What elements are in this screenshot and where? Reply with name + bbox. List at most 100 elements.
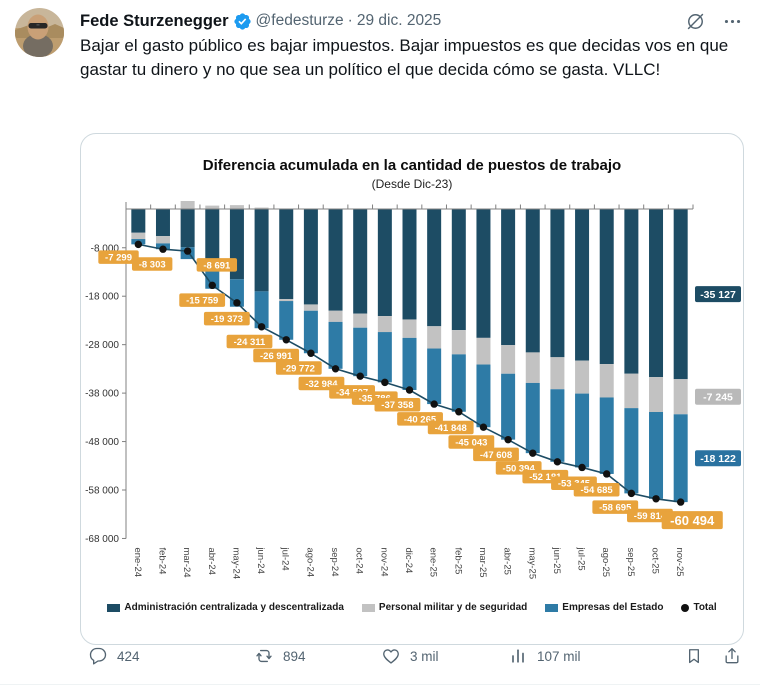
avatar-photo: [15, 8, 64, 57]
bar-segment: [599, 364, 614, 398]
x-tick-label: mar-24: [181, 547, 192, 577]
x-tick-label: sep-24: [329, 547, 340, 576]
like-count: 3 mil: [410, 648, 439, 664]
bar-segment: [501, 373, 516, 440]
legend-item: Administración centralizada y descentral…: [107, 602, 344, 613]
total-value-text: -32 984: [305, 379, 338, 390]
bar-segment: [205, 205, 220, 209]
x-tick-label: mar-25: [477, 547, 488, 577]
x-tick-label: oct-25: [650, 547, 661, 573]
bar-segment: [451, 330, 466, 355]
bar-segment: [525, 209, 540, 353]
x-tick-label: nov-24: [378, 547, 389, 576]
total-dot: [208, 281, 216, 290]
legend-item-total: Total: [681, 602, 717, 613]
like-button[interactable]: 3 mil: [381, 646, 439, 666]
bar-segment: [155, 209, 170, 237]
segment-end-text: -35 127: [700, 289, 736, 301]
total-value-text: -24 311: [234, 337, 266, 348]
total-dot: [676, 498, 685, 506]
total-value-label: [196, 258, 238, 272]
bar-segment: [550, 389, 565, 462]
total-value-label: [448, 435, 495, 449]
x-tick-label: jun-24: [255, 546, 266, 573]
x-tick-label: ene-25: [428, 547, 439, 577]
bar-segment: [476, 364, 491, 428]
chart-legend: Administración centralizada y descentral…: [81, 602, 743, 613]
total-dot: [307, 349, 315, 357]
total-value-label: [98, 250, 139, 264]
bookmark-icon: [689, 649, 699, 664]
total-dot: [627, 489, 636, 498]
date-separator: ·: [347, 12, 353, 29]
share-icon: [725, 648, 739, 664]
share-button[interactable]: [722, 646, 742, 666]
bar-segment: [575, 209, 590, 361]
total-value-label: [226, 334, 273, 349]
x-tick-label: nov-25: [674, 547, 685, 576]
bar-segment: [575, 360, 590, 394]
bar-segment: [550, 357, 565, 390]
bar-segment: [501, 345, 516, 374]
bar-segment: [575, 393, 590, 468]
total-value-text: -58 695: [599, 503, 632, 514]
views-button[interactable]: 107 mil: [508, 646, 581, 666]
total-value-text: -29 772: [283, 363, 315, 374]
repost-button[interactable]: 894: [254, 646, 306, 666]
segment-end-label: [695, 388, 741, 405]
x-tick-label: ago-24: [304, 547, 315, 577]
view-count: 107 mil: [537, 648, 581, 664]
bar-segment: [525, 382, 540, 454]
author-handle[interactable]: @fedesturze: [255, 12, 344, 29]
total-value-label: [253, 348, 300, 363]
total-value-label: [427, 420, 474, 435]
total-dot: [578, 463, 586, 472]
like-icon: [383, 649, 399, 664]
more-icon[interactable]: [723, 12, 742, 31]
total-value-text: -41 848: [435, 423, 467, 434]
chart-subtitle: (Desde Dic-23): [371, 177, 453, 191]
bar-segment: [550, 209, 565, 358]
x-tick-label: ago-25: [600, 547, 611, 577]
y-tick-label: -8 000: [91, 243, 120, 254]
chart-card[interactable]: Diferencia acumulada en la cantidad de p…: [80, 133, 744, 645]
total-value-text: -50 394: [503, 463, 536, 474]
total-dot: [331, 365, 340, 373]
views-icon: [512, 649, 524, 663]
bar-segment: [624, 408, 639, 494]
total-value-text: -26 991: [260, 351, 293, 362]
total-dot: [455, 408, 463, 416]
bar-segment: [427, 348, 442, 405]
bar-segment: [279, 209, 294, 300]
chart-plot: -8 000 -18 000 -28 000 -38 000 -48 000 -58 00…: [85, 201, 741, 579]
bar-segment: [155, 236, 170, 244]
bookmark-button[interactable]: [684, 646, 704, 666]
repost-count: 894: [283, 648, 306, 664]
bar-segment: [377, 332, 392, 383]
avatar[interactable]: [15, 8, 64, 57]
bar-segment: [673, 414, 688, 503]
bar-segment: [377, 316, 392, 333]
total-dot: [183, 247, 192, 255]
x-tick-label: jun-25: [551, 546, 562, 573]
total-dot: [257, 323, 266, 331]
total-dot: [652, 495, 660, 503]
total-value-label: [592, 500, 639, 514]
tweet-date[interactable]: 29 dic. 2025: [356, 12, 442, 29]
y-tick-label: -68 000: [85, 534, 119, 545]
total-value-text: -40 265: [404, 414, 437, 425]
total-dot: [504, 435, 512, 444]
bar-segment: [279, 301, 294, 340]
y-tick-label: -38 000: [85, 389, 119, 400]
author-name[interactable]: Fede Sturzenegger: [80, 11, 229, 30]
legend-swatch: [107, 603, 121, 612]
segment-end-label: [695, 450, 741, 467]
x-tick-label: abr-24: [206, 547, 217, 574]
reply-button[interactable]: 424: [88, 646, 140, 666]
total-value-text: -7 299: [105, 253, 132, 264]
legend-swatch: [545, 603, 559, 612]
reply-count: 424: [117, 648, 140, 664]
total-value-text: -60 494: [670, 513, 715, 528]
grok-icon[interactable]: [686, 12, 705, 31]
bar-segment: [254, 207, 269, 209]
